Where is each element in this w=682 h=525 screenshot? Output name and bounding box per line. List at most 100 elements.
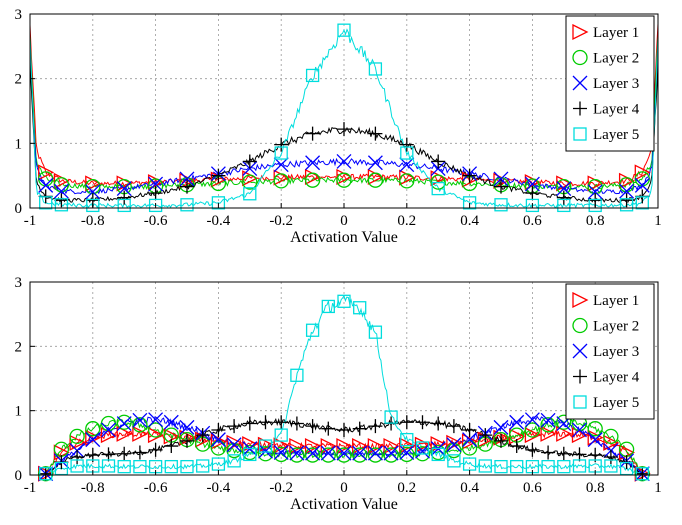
marker-c0-s1-p12	[336, 172, 352, 188]
marker-c0-s3-plegend	[573, 101, 587, 116]
marker-c1-s3-p7	[148, 442, 163, 457]
marker-c1-s4-p20	[353, 301, 367, 315]
marker-c0-s2-p21	[619, 183, 635, 199]
marker-c1-s3-p29	[494, 433, 508, 448]
marker-c1-s1-p3	[85, 421, 101, 437]
marker-c1-s0-p3	[85, 429, 102, 446]
marker-c0-s4-p5	[117, 198, 131, 213]
marker-c1-s2-p31	[524, 412, 540, 428]
marker-c1-s4-p28	[478, 459, 492, 473]
marker-c1-s1-p7	[147, 422, 164, 438]
x-tick-label: -1	[24, 213, 37, 229]
marker-c0-s4-p4	[86, 198, 100, 213]
marker-c1-s0-p36	[603, 434, 620, 451]
x-tick-label: 1	[654, 480, 662, 496]
marker-c1-s2-p34	[572, 422, 587, 438]
marker-c1-s2-p21	[367, 445, 383, 461]
marker-c0-s3-p19	[556, 190, 571, 205]
marker-c1-s4-p8	[164, 459, 178, 474]
marker-c0-s2-plegend	[572, 75, 588, 91]
marker-c0-s2-p15	[430, 161, 446, 177]
marker-c1-s4-p36	[604, 459, 618, 473]
marker-c1-s3-p16	[289, 416, 304, 431]
marker-c1-s0-p16	[289, 437, 306, 455]
marker-c1-s3-p31	[525, 442, 540, 457]
marker-c1-s1-p14	[257, 446, 274, 462]
marker-c1-s3-p18	[321, 421, 336, 436]
marker-c1-s0-p21	[367, 437, 384, 455]
marker-c0-s2-p20	[587, 184, 603, 200]
marker-c1-s0-p20	[352, 437, 369, 455]
marker-c1-s3-p15	[274, 415, 289, 430]
marker-c1-s1-p13	[242, 444, 258, 461]
marker-c1-s2-p12	[226, 437, 242, 453]
marker-c1-s0-p13	[242, 436, 259, 453]
marker-c0-s1-p14	[399, 173, 415, 189]
marker-c1-s1-p33	[556, 414, 572, 430]
y-tick-label: 0	[15, 468, 23, 484]
marker-c1-s0-p17	[304, 437, 322, 455]
series-line-layer-1	[29, 23, 659, 188]
x-tick-label: 0.4	[460, 213, 479, 229]
x-tick-label: 0.6	[523, 213, 542, 229]
marker-c1-s4-p22	[384, 410, 398, 424]
x-axis-label: Activation Value	[290, 496, 398, 513]
marker-c0-s3-p13	[368, 126, 383, 141]
marker-c1-s4-p0	[39, 467, 53, 481]
marker-c1-s1-p27	[461, 440, 478, 456]
legend-label: Layer 3	[593, 76, 639, 92]
marker-c1-s2-p3	[85, 432, 101, 448]
marker-c1-s4-p13	[243, 447, 257, 462]
marker-c1-s0-p34	[571, 427, 588, 444]
marker-c1-s4-p38	[635, 467, 649, 481]
marker-c1-s4-p4	[101, 459, 116, 473]
marker-c1-s1-p18	[320, 447, 336, 463]
marker-c0-s4-p2	[39, 196, 53, 210]
marker-c1-s3-p13	[242, 416, 257, 431]
marker-c0-s4-p8	[211, 196, 226, 210]
marker-c1-s0-p11	[210, 433, 227, 450]
marker-c1-s1-p23	[399, 446, 415, 463]
marker-c1-s4-p15	[274, 428, 288, 442]
marker-c0-s2-p17	[493, 171, 509, 187]
x-tick-label: -0.4	[207, 480, 231, 496]
marker-c0-s2-p2	[38, 177, 54, 193]
marker-c1-s4-p17	[305, 323, 320, 337]
x-tick-label: 0.6	[523, 480, 542, 496]
markers-layer-4	[38, 415, 650, 481]
legend-label: Layer 3	[593, 344, 639, 360]
marker-c0-s1-p9	[242, 174, 258, 190]
y-tick-label: 3	[15, 7, 23, 23]
marker-c0-s4-p11	[305, 68, 320, 83]
marker-c1-s0-p4	[100, 427, 117, 444]
y-tick-label: 2	[15, 72, 23, 88]
marker-c0-s2-p4	[85, 184, 101, 200]
marker-c1-s0-p12	[226, 434, 243, 451]
marker-c1-s1-p16	[289, 447, 305, 463]
marker-c1-s3-p38	[635, 466, 650, 481]
marker-c0-s4-p6	[148, 198, 163, 213]
marker-c1-s4-p2	[70, 459, 84, 473]
marker-c1-s2-p11	[210, 432, 226, 448]
marker-c1-s3-p12	[227, 419, 242, 434]
marker-c1-s3-p24	[415, 415, 430, 430]
marker-c1-s2-p23	[399, 445, 415, 460]
marker-c1-s4-p14	[258, 439, 273, 453]
marker-c1-s0-p23	[399, 437, 416, 454]
marker-c0-s4-p7	[180, 198, 194, 212]
marker-c1-s2-p30	[509, 414, 525, 430]
x-tick-label: 0	[340, 480, 348, 496]
marker-c0-s4-p22	[635, 196, 649, 210]
y-tick-label: 0	[15, 201, 23, 217]
marker-c1-s2-p4	[101, 422, 116, 438]
x-tick-label: -0.6	[144, 480, 168, 496]
x-tick-label: -0.6	[144, 213, 168, 229]
marker-c1-s4-p25	[431, 447, 445, 462]
marker-c0-s3-p14	[399, 137, 414, 152]
marker-c1-s4-p16	[290, 368, 304, 382]
marker-c1-s1-p2	[69, 428, 85, 445]
series-line-layer-3	[45, 415, 643, 476]
marker-c0-s0-p10	[273, 169, 290, 186]
marker-c1-s3-p33	[556, 446, 571, 461]
